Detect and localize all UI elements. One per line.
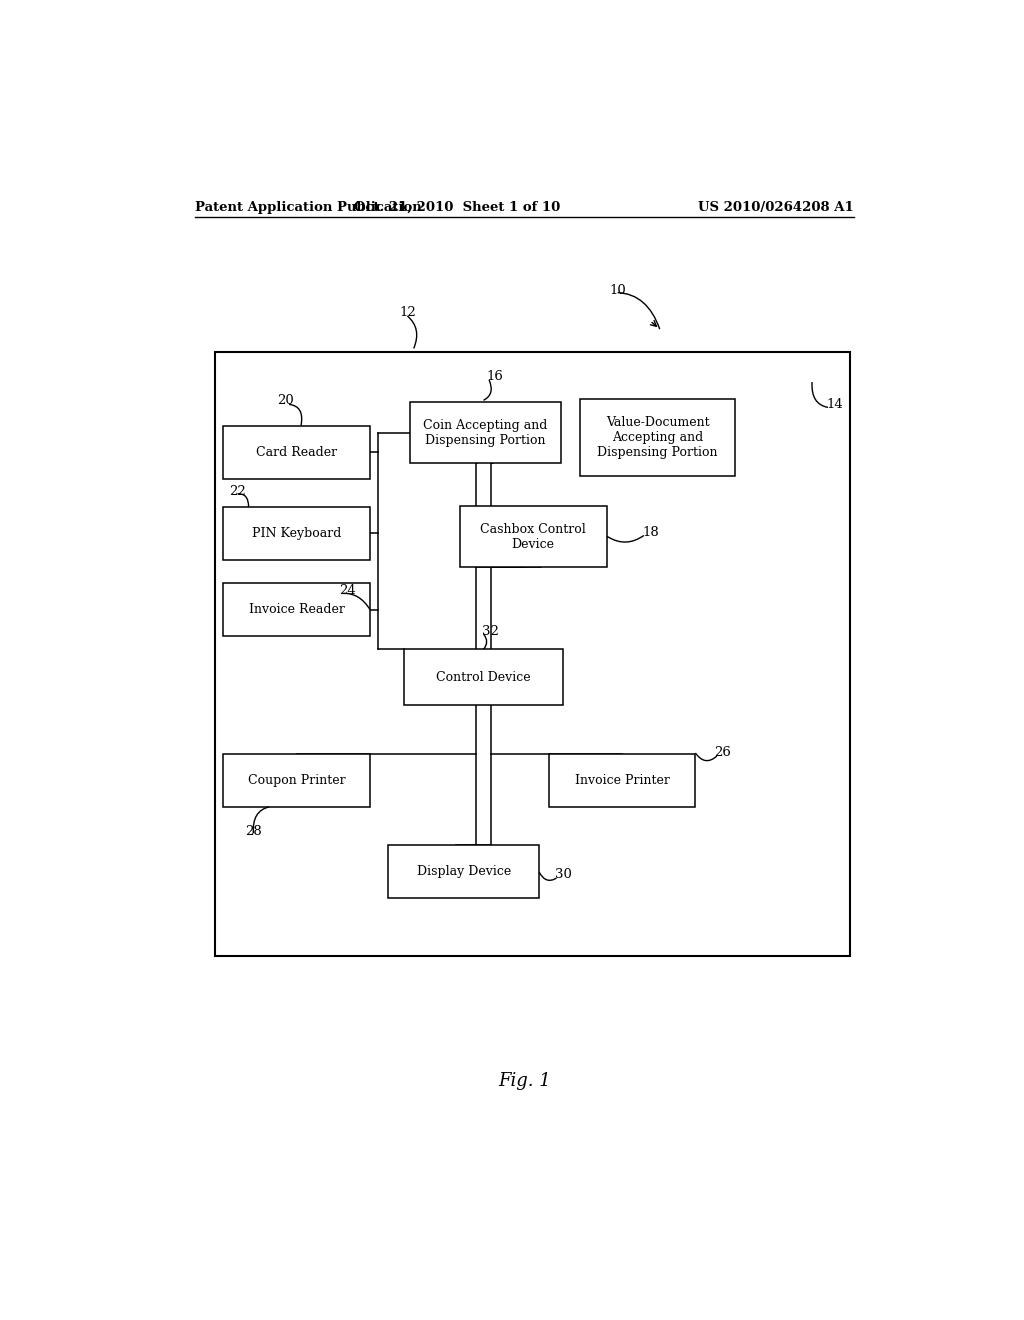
Text: Patent Application Publication: Patent Application Publication bbox=[196, 201, 422, 214]
Text: Fig. 1: Fig. 1 bbox=[499, 1072, 551, 1090]
Bar bbox=[460, 506, 606, 568]
Bar bbox=[223, 426, 370, 479]
Text: US 2010/0264208 A1: US 2010/0264208 A1 bbox=[698, 201, 854, 214]
Text: Value-Document
Accepting and
Dispensing Portion: Value-Document Accepting and Dispensing … bbox=[597, 416, 718, 459]
Bar bbox=[223, 754, 370, 807]
Text: Invoice Printer: Invoice Printer bbox=[574, 774, 670, 787]
Text: 32: 32 bbox=[482, 624, 499, 638]
Text: Display Device: Display Device bbox=[417, 866, 511, 878]
Bar bbox=[549, 754, 695, 807]
Text: 26: 26 bbox=[714, 747, 730, 759]
Bar bbox=[223, 583, 370, 636]
Text: Coupon Printer: Coupon Printer bbox=[248, 774, 345, 787]
Text: 30: 30 bbox=[555, 869, 571, 882]
Text: 28: 28 bbox=[246, 825, 262, 838]
Text: Control Device: Control Device bbox=[436, 671, 530, 684]
Bar bbox=[388, 846, 539, 899]
Text: Card Reader: Card Reader bbox=[256, 446, 337, 458]
Text: 16: 16 bbox=[486, 371, 504, 383]
Text: 10: 10 bbox=[609, 284, 627, 297]
Text: Oct. 21, 2010  Sheet 1 of 10: Oct. 21, 2010 Sheet 1 of 10 bbox=[354, 201, 560, 214]
Text: Coin Accepting and
Dispensing Portion: Coin Accepting and Dispensing Portion bbox=[423, 418, 547, 447]
Text: 24: 24 bbox=[339, 583, 356, 597]
Text: 12: 12 bbox=[399, 306, 416, 319]
Bar bbox=[223, 507, 370, 560]
Bar bbox=[410, 403, 560, 463]
Text: PIN Keyboard: PIN Keyboard bbox=[252, 527, 341, 540]
Text: Cashbox Control
Device: Cashbox Control Device bbox=[480, 523, 586, 550]
Text: 14: 14 bbox=[826, 397, 843, 411]
Bar bbox=[404, 649, 563, 705]
Text: Invoice Reader: Invoice Reader bbox=[249, 603, 345, 616]
Bar bbox=[215, 351, 850, 956]
Bar bbox=[581, 399, 735, 475]
Text: 18: 18 bbox=[642, 525, 659, 539]
Text: 20: 20 bbox=[278, 393, 294, 407]
Text: 22: 22 bbox=[229, 486, 247, 498]
